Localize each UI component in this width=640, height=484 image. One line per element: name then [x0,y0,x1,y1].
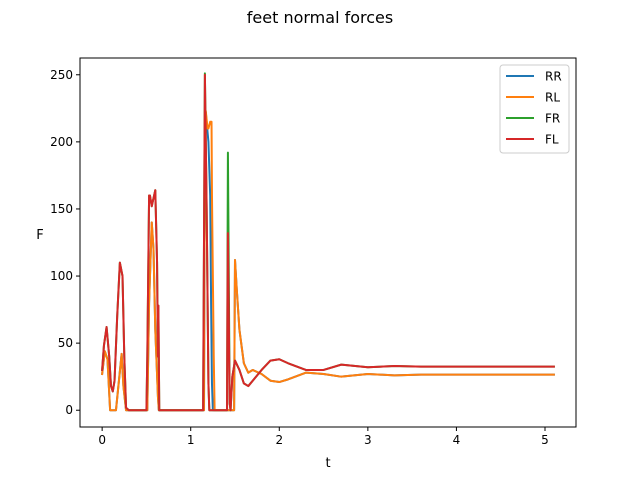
plot-area: 0 1 2 3 4 5 0 50 100 150 200 250 [50,57,577,447]
series-line-fr [101,72,555,412]
x-tick-label: 3 [364,433,372,447]
legend: RR RL FR FL [499,64,570,154]
legend-frame [499,64,570,154]
series-layer [101,72,555,412]
series-line-rr [101,111,555,412]
chart-title: feet normal forces [247,8,393,27]
y-tick-label: 0 [65,403,73,417]
legend-label-fl: FL [545,133,559,147]
y-tick-label: 200 [50,135,73,149]
y-axis-label: F [36,228,43,243]
y-axis-ticks: 0 50 100 150 200 250 [50,68,80,417]
series-line-fl [101,73,555,412]
y-tick-label: 150 [50,202,73,216]
axes-frame [79,57,577,428]
x-tick-label: 5 [541,433,549,447]
y-tick-label: 250 [50,68,73,82]
legend-label-rl: RL [545,91,560,105]
x-tick-label: 4 [453,433,461,447]
x-tick-label: 0 [98,433,106,447]
y-tick-label: 50 [58,336,73,350]
legend-label-rr: RR [545,70,562,84]
legend-label-fr: FR [545,112,560,126]
y-tick-label: 100 [50,269,73,283]
x-axis-ticks: 0 1 2 3 4 5 [98,427,549,447]
x-tick-label: 2 [275,433,283,447]
x-tick-label: 1 [187,433,195,447]
legend-items: RR RL FR FL [506,70,562,147]
x-axis-label: t [325,456,330,471]
series-line-rl [101,110,555,412]
